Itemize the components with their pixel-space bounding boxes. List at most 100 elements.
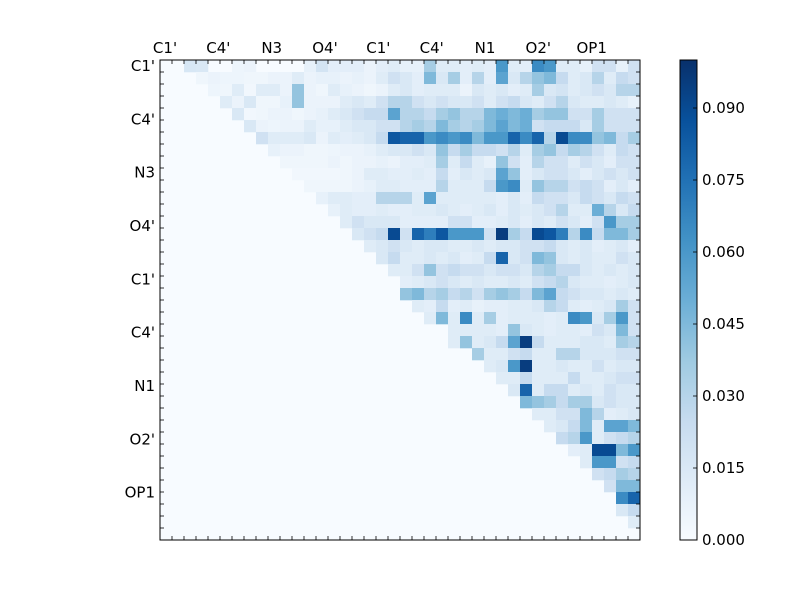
heatmap-cell <box>616 420 629 433</box>
heatmap-cell <box>544 324 557 337</box>
heatmap-cell <box>544 204 557 217</box>
heatmap-cell <box>616 300 629 313</box>
heatmap-cell <box>484 336 497 349</box>
heatmap-cell <box>532 240 545 253</box>
heatmap-cell <box>616 408 629 421</box>
heatmap-cell <box>616 492 629 505</box>
heatmap-cell <box>400 120 413 133</box>
heatmap-cell <box>592 60 605 73</box>
heatmap-cell <box>508 240 521 253</box>
heatmap-cell <box>328 60 341 73</box>
heatmap-cell <box>484 348 497 361</box>
heatmap-cell <box>448 168 461 181</box>
heatmap-cell <box>532 156 545 169</box>
heatmap-cell <box>376 228 389 241</box>
heatmap-cell <box>496 84 509 97</box>
heatmap-cell <box>604 180 617 193</box>
heatmap-cell <box>484 84 497 97</box>
heatmap-cell <box>544 288 557 301</box>
heatmap-cell <box>364 84 377 97</box>
heatmap-cell <box>376 108 389 121</box>
heatmap-cell <box>448 60 461 73</box>
heatmap-cell <box>412 108 425 121</box>
heatmap-cell <box>580 228 593 241</box>
heatmap-cell <box>328 180 341 193</box>
heatmap-cell <box>544 84 557 97</box>
heatmap-cell <box>628 408 641 421</box>
heatmap-cell <box>484 72 497 85</box>
heatmap-cell <box>256 96 269 109</box>
heatmap-cell <box>508 288 521 301</box>
heatmap-cell <box>568 60 581 73</box>
heatmap-cell <box>364 168 377 181</box>
heatmap-cell <box>532 276 545 289</box>
heatmap-cell <box>580 300 593 313</box>
heatmap-cell <box>448 312 461 325</box>
heatmap-cell <box>604 324 617 337</box>
heatmap-cell <box>280 72 293 85</box>
heatmap-cell <box>472 276 485 289</box>
heatmap-cell <box>496 348 509 361</box>
heatmap-cell <box>508 120 521 133</box>
heatmap-cell <box>436 288 449 301</box>
heatmap-cell <box>496 120 509 133</box>
heatmap-cell <box>568 408 581 421</box>
heatmap-cell <box>580 360 593 373</box>
heatmap-cell <box>400 240 413 253</box>
heatmap-cell <box>508 252 521 265</box>
heatmap-cell <box>556 372 569 385</box>
heatmap-cell <box>544 156 557 169</box>
heatmap-cell <box>568 348 581 361</box>
heatmap-cell <box>604 312 617 325</box>
heatmap-cell <box>568 144 581 157</box>
heatmap-cell <box>352 60 365 73</box>
heatmap-cell <box>628 60 641 73</box>
heatmap-cell <box>484 264 497 277</box>
heatmap-cell <box>316 84 329 97</box>
heatmap-cell <box>316 192 329 205</box>
heatmap-cell <box>328 84 341 97</box>
heatmap-cell <box>448 144 461 157</box>
heatmap-cell <box>616 228 629 241</box>
heatmap-cell <box>484 276 497 289</box>
heatmap-cell <box>580 60 593 73</box>
heatmap-cell <box>508 84 521 97</box>
heatmap-cell <box>592 288 605 301</box>
heatmap-cell <box>448 204 461 217</box>
heatmap-cell <box>460 108 473 121</box>
heatmap-cell <box>532 180 545 193</box>
heatmap-cell <box>328 132 341 145</box>
heatmap-cell <box>460 144 473 157</box>
heatmap-cell <box>400 168 413 181</box>
heatmap-cell <box>376 192 389 205</box>
heatmap-cell <box>484 240 497 253</box>
heatmap-cell <box>316 144 329 157</box>
heatmap-cell <box>592 444 605 457</box>
heatmap-cell <box>604 372 617 385</box>
heatmap-cell <box>556 180 569 193</box>
heatmap-cell <box>400 72 413 85</box>
heatmap-cell <box>616 216 629 229</box>
heatmap-cell <box>628 276 641 289</box>
heatmap-cell <box>532 120 545 133</box>
heatmap-cell <box>568 204 581 217</box>
heatmap-cell <box>448 252 461 265</box>
heatmap-cell <box>448 120 461 133</box>
heatmap-cell <box>604 468 617 481</box>
heatmap-cell <box>472 312 485 325</box>
colorbar-tick-label: 0.060 <box>702 243 745 261</box>
heatmap-cell <box>424 132 437 145</box>
heatmap-cell <box>580 240 593 253</box>
heatmap-cell <box>568 84 581 97</box>
heatmap-cell <box>568 180 581 193</box>
heatmap-cell <box>604 204 617 217</box>
x-tick-label: O4' <box>312 39 337 57</box>
heatmap-cell <box>388 240 401 253</box>
heatmap-cell <box>460 96 473 109</box>
heatmap-cell <box>436 168 449 181</box>
heatmap-cell <box>628 468 641 481</box>
heatmap-cell <box>532 252 545 265</box>
heatmap-cell <box>544 264 557 277</box>
heatmap-cell <box>472 216 485 229</box>
heatmap-cell <box>544 132 557 145</box>
